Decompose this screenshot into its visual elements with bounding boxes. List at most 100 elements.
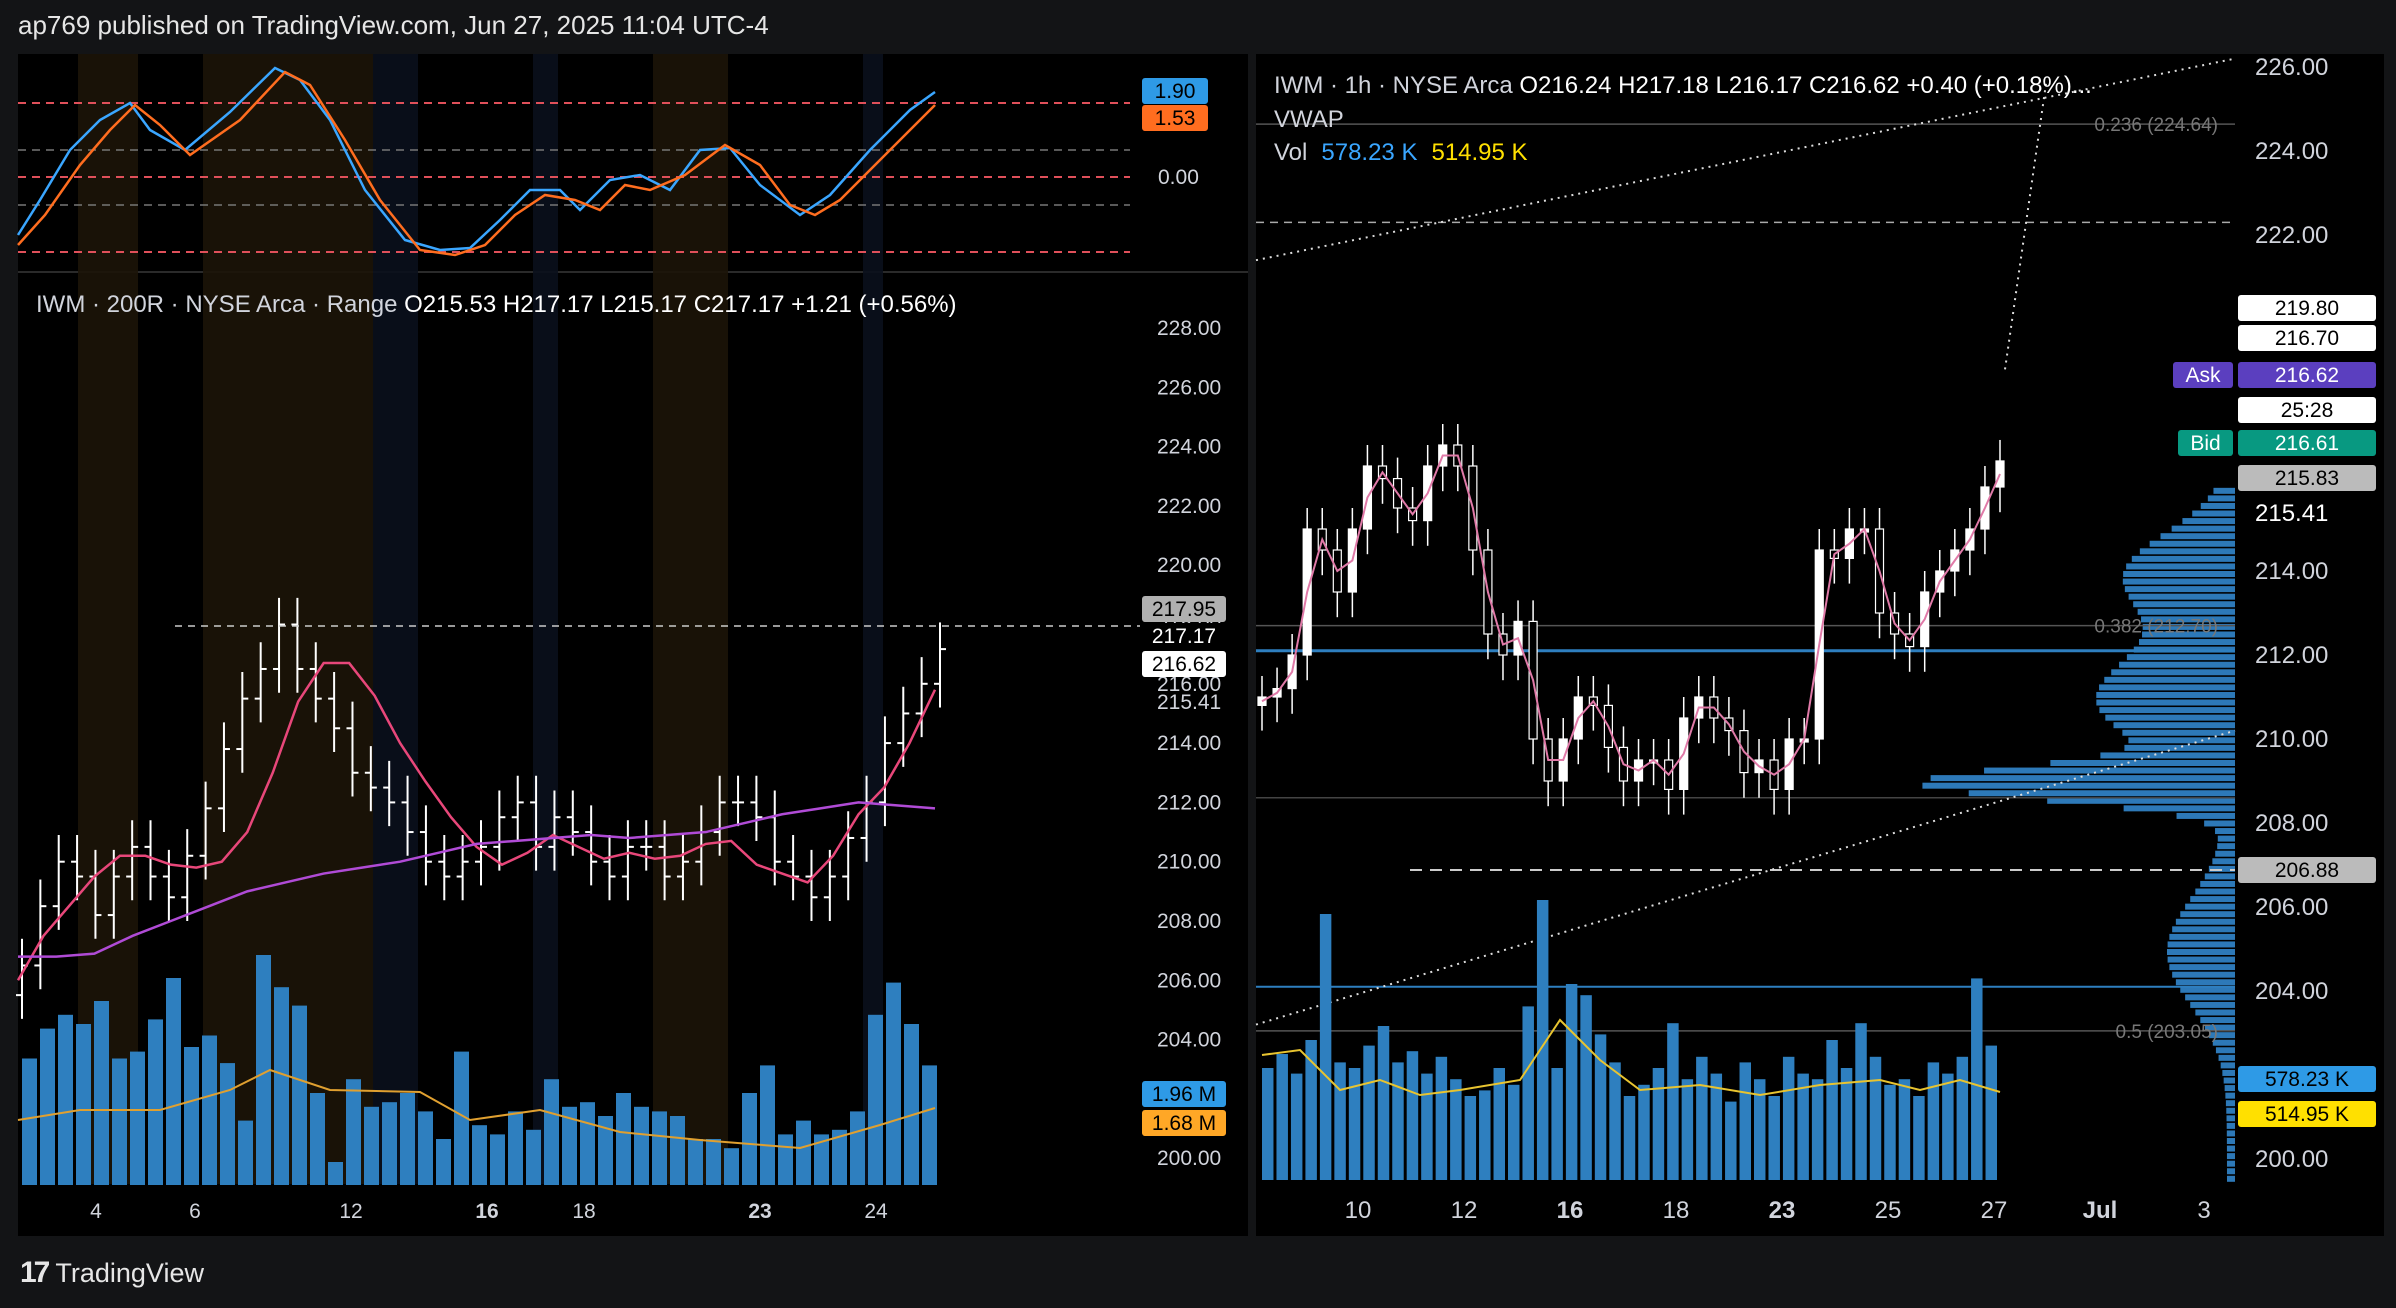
volume-profile-bar (2215, 828, 2235, 835)
left-tag-low: 215.41 (1157, 691, 1221, 714)
volume-bar (1580, 995, 1592, 1180)
fib-label: 0.5 (203.05) (2116, 1022, 2218, 1043)
volume-profile-bar (2149, 540, 2235, 547)
volume-bar (1927, 1062, 1940, 1180)
volume-bar (1913, 1096, 1925, 1180)
volume-bar (1363, 1045, 1375, 1180)
volume-bar (1985, 1045, 1997, 1180)
publish-header: ap769 published on TradingView.com, Jun … (18, 10, 769, 40)
tag-level-3: 206.88 (2238, 857, 2376, 883)
volume-bar (40, 1028, 55, 1185)
price-bar (603, 835, 616, 901)
y-tick-label: 214.00 (2255, 558, 2328, 585)
volume-profile-bar (2217, 843, 2235, 850)
price-bar (915, 657, 928, 738)
volume-profile-bar (2096, 699, 2235, 706)
session-band (373, 54, 398, 1184)
volume-profile-bar (2185, 903, 2235, 910)
right-vol-tag-a-label: 578.23 K (2265, 1068, 2349, 1091)
volume-bar (22, 1058, 37, 1185)
x-tick-label: 10 (1345, 1197, 1372, 1224)
y-tick-label: 204.00 (2255, 978, 2328, 1005)
ask-label: Ask (2173, 362, 2233, 388)
osc-tag-orange-label: 1.53 (1155, 107, 1196, 130)
volume-bar (94, 1001, 109, 1185)
volume-profile-bar (2212, 858, 2235, 865)
tag-target-bg (2238, 325, 2376, 351)
title-part-0: IWM · 200R · NYSE Arca · Range (36, 291, 397, 318)
left-vol-tag-b-bg (1142, 1110, 1226, 1136)
volume-bar (1479, 1090, 1491, 1180)
countdown-timer-bg (2238, 397, 2376, 423)
y-tick-label: 210.00 (2255, 726, 2328, 753)
price-bar (585, 805, 598, 886)
left-vol-tag-b: 1.68 M (1142, 1110, 1226, 1136)
volume-bar (724, 1148, 739, 1185)
title-part-4: C216.62 (1802, 72, 1899, 99)
countdown-timer: 25:28 (2238, 397, 2376, 423)
volume-bar (310, 1093, 325, 1185)
volume-bar (274, 987, 289, 1185)
right-vol-tag-b: 514.95 K (2238, 1101, 2376, 1127)
price-bar (34, 879, 47, 990)
volume-bar (508, 1111, 523, 1185)
price-bar (419, 805, 432, 886)
y-tick-label: 200.00 (2255, 1146, 2328, 1173)
y-tick-label: 206.00 (2255, 894, 2328, 921)
volume-bar (670, 1116, 685, 1185)
price-bar (144, 820, 157, 901)
volume-profile-bar (2172, 926, 2235, 933)
volume-profile-bar (2126, 654, 2235, 661)
price-bar (309, 642, 322, 723)
volume-profile-bar (2169, 964, 2235, 971)
volume-bar (1811, 1079, 1824, 1180)
footer-brand[interactable]: 17 TradingView (20, 1256, 204, 1290)
osc-blue-line (16, 66, 936, 252)
volume-profile-bar (2226, 1160, 2235, 1167)
y-tick-label: 220.00 (1157, 554, 1221, 577)
tag-level-1: 215.83 (2238, 465, 2376, 491)
volume-bar (382, 1102, 397, 1185)
right-title: IWM · 1h · NYSE Arca O216.24 H217.18 L21… (1274, 72, 2092, 99)
left-tag-current-bg (1142, 651, 1226, 677)
price-bar (346, 701, 359, 797)
price-bar (621, 820, 634, 901)
tag-target-high-bg (2238, 295, 2376, 321)
tag-target-high-label: 219.80 (2275, 297, 2339, 320)
volume-profile-bar (2141, 616, 2235, 623)
volume-profile-bar (2190, 896, 2235, 903)
volume-bar (238, 1120, 253, 1185)
volume-bar (1290, 1073, 1303, 1180)
y-tick-label: 216.00 (1157, 673, 1221, 696)
volume-bar (112, 1058, 127, 1185)
volume-bar (328, 1162, 343, 1185)
price-bar (676, 835, 689, 901)
price-bar (823, 849, 836, 921)
volume-profile-bar (2226, 1138, 2235, 1144)
volume-profile-bar (2226, 1107, 2235, 1114)
volume-bar (544, 1079, 559, 1185)
volume-bar (886, 982, 901, 1185)
volume-bar (1522, 1006, 1534, 1180)
x-tick-label: 25 (1875, 1197, 1902, 1224)
volume-profile-bar (2182, 518, 2235, 525)
volume-bar (922, 1065, 937, 1185)
volume-bar (1667, 1023, 1679, 1180)
price-bar (805, 849, 818, 921)
x-tick-label: 16 (1557, 1197, 1584, 1224)
volume-bar (1971, 978, 1983, 1180)
volume-profile-bar (2139, 639, 2235, 646)
left-tag-high: 217.95 (1142, 596, 1226, 622)
volume-profile-bar (2142, 631, 2235, 638)
bid-price-bg (2238, 430, 2376, 456)
session-band (78, 54, 138, 1184)
volume-bar (1652, 1068, 1665, 1180)
volume-profile-bar (2185, 994, 2235, 1001)
y-tick-label: 228.00 (1157, 317, 1221, 340)
title-part-1: O215.53 (397, 291, 496, 318)
volume-bar (1536, 900, 1549, 1180)
volume-bar (1725, 1101, 1737, 1180)
volume-profile-bar (2224, 1085, 2235, 1092)
volume-profile-bar (2104, 676, 2235, 683)
